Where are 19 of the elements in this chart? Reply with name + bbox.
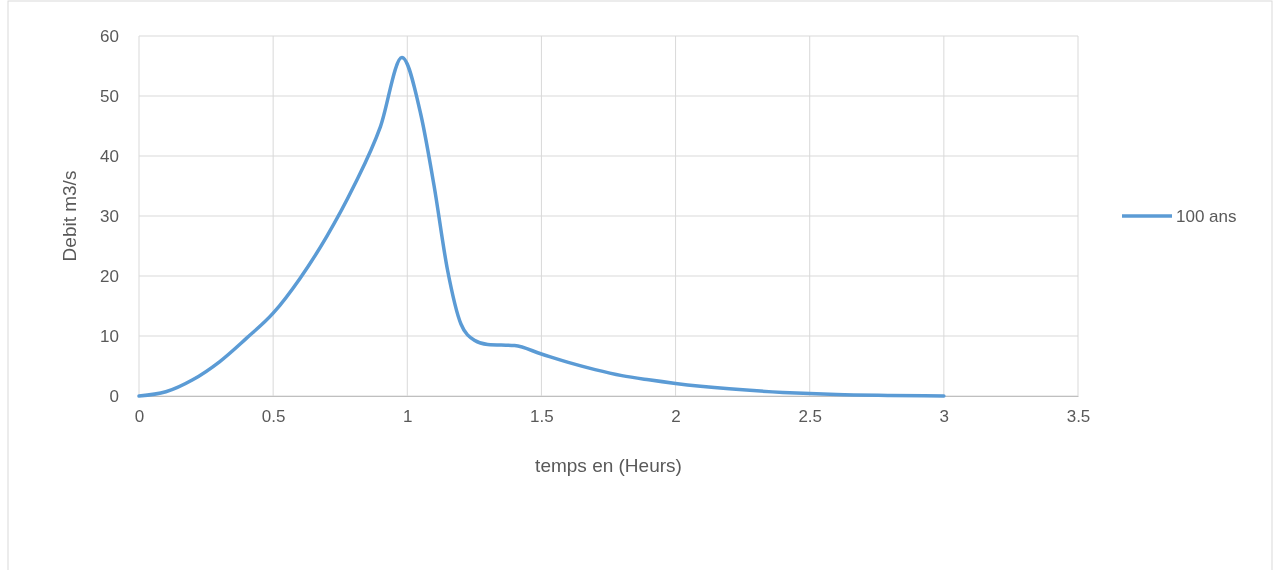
y-tick-label: 20 xyxy=(100,266,119,286)
x-tick-label: 2 xyxy=(671,407,681,427)
y-tick-label: 10 xyxy=(100,326,119,346)
y-tick-label: 0 xyxy=(109,386,119,406)
line-series xyxy=(137,55,946,398)
y-tick-label: 40 xyxy=(100,146,119,166)
x-tick-label: 3 xyxy=(939,407,950,427)
legend-label: 100 ans xyxy=(1176,207,1237,226)
y-tick-label: 60 xyxy=(100,26,119,46)
x-tick-label: 3.5 xyxy=(1066,407,1091,427)
x-tick-label: 1.5 xyxy=(530,407,554,427)
x-tick-label: 0.5 xyxy=(261,407,286,427)
y-tick-label: 50 xyxy=(100,86,119,106)
y-axis-title: Debit m3/s xyxy=(59,170,80,262)
y-tick-label: 30 xyxy=(100,206,119,226)
x-axis-title: temps en (Heurs) xyxy=(535,455,682,476)
x-tick-label: 0 xyxy=(134,407,145,427)
x-tick-label: 2.5 xyxy=(798,407,823,427)
x-tick-label: 1 xyxy=(403,407,413,427)
